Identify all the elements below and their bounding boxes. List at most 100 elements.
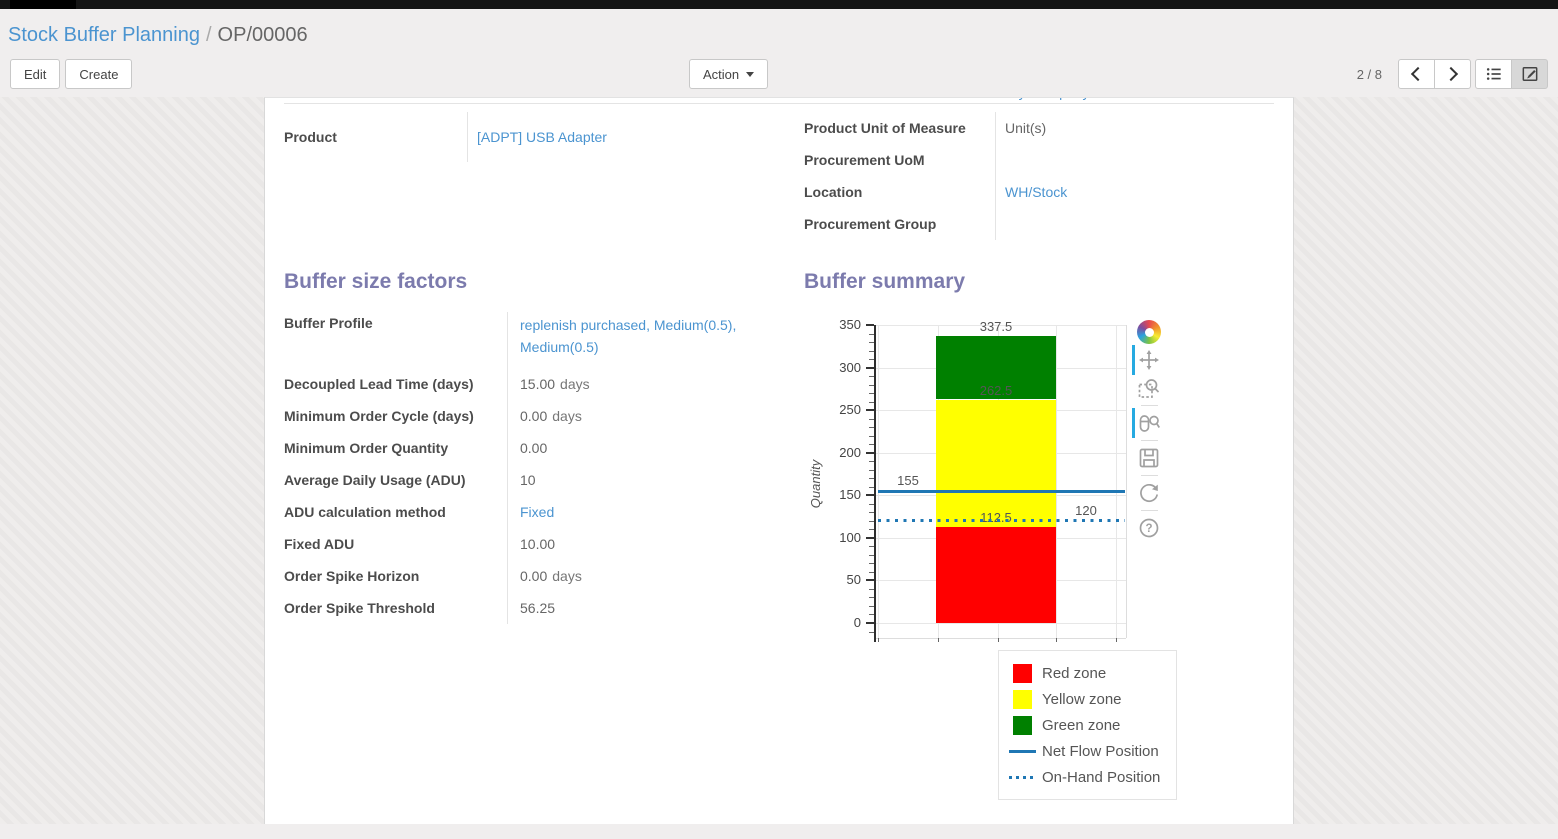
pager-previous-button[interactable] [1398,59,1435,89]
pager-count: 2 / 8 [1356,66,1382,82]
location-label: Location [804,176,996,208]
breadcrumb: Stock Buffer Planning / OP/00006 [0,9,1558,51]
y-tick-label: 50 [846,572,861,588]
chart-toolbar: ? [1129,318,1169,542]
y-tick-label: 0 [853,615,861,630]
action-dropdown-button[interactable]: Action [689,59,769,89]
field-row-min-order-qty: Minimum Order Quantity 0.00 [284,432,804,464]
reset-tool-icon[interactable] [1132,479,1166,507]
buffer-profile-label: Buffer Profile [284,312,508,368]
y-tick-label: 200 [839,444,861,460]
min-order-cycle-value: 0.00 days [508,408,800,424]
x-axis-tick [998,638,999,642]
y-axis-minor-tick [869,486,874,488]
y-axis-title: Quantity [808,459,823,509]
toolbar-separator [1140,405,1158,406]
form-view-button[interactable] [1511,59,1548,89]
buffer-summary-section: Buffer summary [804,270,1274,800]
y-axis-minor-tick [869,461,874,463]
product-uom-value: Unit(s) [1005,120,1047,136]
fixed-adu-label: Fixed ADU [284,528,508,560]
chevron-right-icon [1443,66,1459,82]
zone-boundary-label: 262.5 [979,382,1013,398]
box-zoom-tool-icon[interactable] [1132,374,1166,402]
dlt-value: 15.00 days [508,376,800,392]
company-value: My Company [1007,98,1227,100]
adu-value: 10 [520,472,536,488]
edit-button[interactable]: Edit [10,59,61,89]
create-button[interactable]: Create [65,59,133,89]
net-flow-position-line [878,489,1125,493]
header-left-group: Product [ADPT] USB Adapter [284,112,804,240]
product-label: Product [284,112,468,162]
x-gridline [1056,325,1057,638]
action-label: Action [703,66,740,82]
page-background: My Company Product [ADPT] USB Adapter Pr… [0,97,1558,824]
field-row-procurement-uom: Procurement UoM [804,144,1274,176]
yellow-zone-bar [936,399,1056,528]
x-axis-tick [1116,638,1117,642]
y-axis-minor-tick [869,571,874,573]
green-zone-swatch [1013,715,1032,735]
y-axis-minor-tick [869,529,874,531]
spike-threshold-label: Order Spike Threshold [284,592,508,624]
product-value-link[interactable]: [ADPT] USB Adapter [477,129,607,145]
location-value-link[interactable]: WH/Stock [1005,184,1068,200]
spike-horizon-number: 0.00 [520,568,548,584]
bokeh-logo-icon[interactable] [1132,318,1166,346]
y-tick-label: 300 [839,359,861,375]
green-zone-label: Green zone [1042,716,1121,734]
save-tool-icon[interactable] [1132,444,1166,472]
plot-border-right [1126,325,1127,638]
pan-tool-icon[interactable] [1132,345,1166,375]
help-tool-icon[interactable]: ? [1132,514,1166,542]
list-view-button[interactable] [1475,59,1512,89]
dlt-number: 15.00 [520,376,556,392]
x-axis-tick [878,638,879,642]
green-zone-bar [936,335,1056,400]
buffer-profile-value-link[interactable]: replenish purchased, Medium(0.5), Medium… [520,317,737,355]
field-row-adu: Average Daily Usage (ADU) 10 [284,464,804,496]
pager-buttons [1398,59,1471,89]
min-order-qty-value: 0.00 [520,440,548,456]
adu-method-label: ADU calculation method [284,496,508,528]
y-axis-major-tick [866,536,874,539]
view-switcher [1475,59,1548,89]
on-hand-position-label: 120 [1075,502,1097,518]
y-tick-label: 150 [839,487,861,503]
zone-boundary-label: 337.5 [979,318,1013,334]
y-axis-minor-tick [869,342,874,344]
product-uom-label: Product Unit of Measure [804,112,996,144]
y-axis-minor-tick [869,478,874,480]
y-tick-label: 350 [839,317,861,332]
y-axis-minor-tick [869,588,874,590]
y-axis-minor-tick [869,359,874,361]
adu-method-value-link[interactable]: Fixed [520,504,555,520]
wheel-zoom-tool-icon[interactable] [1132,408,1166,438]
y-axis-minor-tick [869,597,874,599]
y-axis-minor-tick [869,563,874,565]
legend-item-red-zone: Red zone [1013,660,1176,686]
y-axis-minor-tick [869,554,874,556]
chevron-left-icon [1410,66,1426,82]
y-axis-minor-tick [869,444,874,446]
legend-item-net-flow: Net Flow Position [1009,738,1176,764]
y-axis-minor-tick [869,418,874,420]
legend-item-on-hand: On-Hand Position [1009,764,1176,790]
dlt-suffix: days [560,376,590,392]
toolbar-separator [1140,440,1158,441]
field-row-product-uom: Product Unit of Measure Unit(s) [804,112,1274,144]
y-tick-label: 250 [839,402,861,418]
y-axis-minor-tick [869,631,874,633]
y-axis-minor-tick [869,520,874,522]
zone-boundary-label: 112.5 [980,510,1012,526]
breadcrumb-parent-link[interactable]: Stock Buffer Planning [8,24,200,46]
field-row-buffer-profile: Buffer Profile replenish purchased, Medi… [284,312,804,368]
x-gridline [878,325,879,638]
field-row-fixed-adu: Fixed ADU 10.00 [284,528,804,560]
y-axis-minor-tick [869,427,874,429]
pager-next-button[interactable] [1434,59,1471,89]
y-axis-minor-tick [869,469,874,471]
fixed-adu-value: 10.00 [520,536,556,552]
buffer-size-factors-title: Buffer size factors [284,270,468,293]
